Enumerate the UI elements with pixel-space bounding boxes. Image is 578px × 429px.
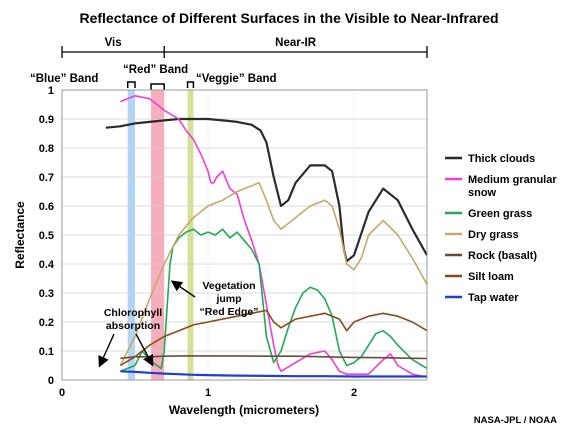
x-tick-label-2: 2 [351,387,357,399]
credit-text: NASA-JPL / NOAA [474,415,557,426]
annotation-chlorophyll: Chlorophyll absorption [104,307,162,332]
series-line-0 [105,117,428,263]
legend-label-2: Green grass [468,208,532,220]
annotations: Chlorophyll absorption Vegetation jump “Red … [98,280,259,368]
y-tick-label-8: 0.8 [39,143,54,155]
band-bracket-0 [126,81,136,88]
band-label-2: “Veggie” Band [196,73,277,85]
series-lines [105,95,428,378]
legend-label-6: Tap water [468,292,519,304]
band-label-1: “Red” Band [123,64,188,76]
y-tick-label-6: 0.6 [39,201,54,213]
band-labels: “Blue” Band “Red” Band “Veggie” Band [30,64,277,90]
axis-ticks: 0 0.1 0.2 0.3 0.4 0.5 0.6 0.7 0.8 0.9 1 0 1 2 [39,85,357,399]
arrow-chlorophyll-blue [98,333,115,368]
y-tick-label-5: 0.5 [39,230,54,242]
y-tick-label-2: 0.2 [39,317,54,329]
band-label-0: “Blue” Band [30,73,98,85]
y-tick-label-9: 0.9 [39,114,54,126]
y-tick-label-7: 0.7 [39,172,54,184]
grid-lines [62,90,427,380]
series-line-2 [120,228,428,373]
y-tick-label-10: 1 [48,85,54,97]
region-label-vis: Vis [105,37,122,49]
series-line-4 [120,355,428,360]
y-axis-label: Reflectance [13,201,27,269]
legend-label-5: Silt loam [468,271,514,283]
annotation-red-edge: Vegetation jump “Red Edge” [200,280,259,318]
arrow-chlorophyll-red [135,333,154,367]
plot-frame [61,89,428,381]
y-tick-label-1: 0.1 [39,346,54,358]
y-tick-label-0: 0 [48,375,54,387]
x-tick-label-0: 0 [59,387,65,399]
chart-title: Reflectance of Different Surfaces in the… [79,10,498,26]
legend-label-1: Medium granular snow [468,174,557,199]
legend-label-4: Rock (basalt) [468,250,537,262]
series-line-6 [120,370,427,378]
region-bar: Vis Near-IR [61,37,428,58]
band-bracket-2 [186,81,195,88]
series-line-5 [119,309,428,367]
series-line-1 [120,95,428,378]
band-bracket-1 [150,83,165,90]
y-tick-label-4: 0.4 [39,259,55,271]
legend-label-0: Thick clouds [468,153,535,165]
x-axis-label: Wavelength (micrometers) [169,403,319,417]
y-tick-label-3: 0.3 [39,288,54,300]
legend: Thick clouds Medium granular snow Green gra… [445,153,557,304]
series-line-3 [119,182,428,366]
arrow-red-edge [170,280,196,298]
region-label-near-ir: Near-IR [275,37,317,49]
x-tick-label-1: 1 [205,387,211,399]
legend-label-3: Dry grass [468,229,519,241]
